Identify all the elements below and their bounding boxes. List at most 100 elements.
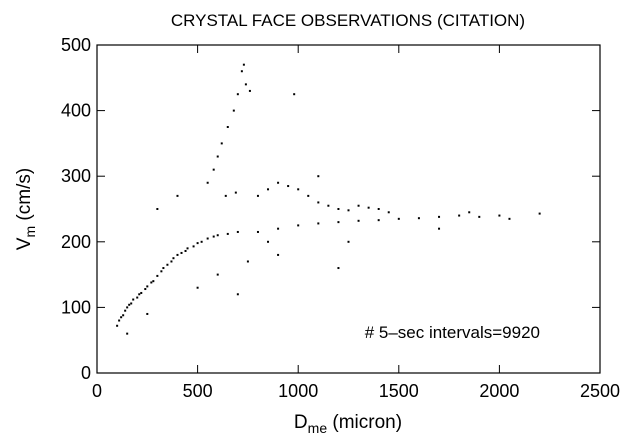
- point: [337, 221, 340, 224]
- point: [242, 63, 245, 66]
- point: [297, 224, 300, 227]
- y-tick-label: 400: [61, 101, 91, 121]
- point: [140, 291, 143, 294]
- point: [236, 293, 239, 296]
- point: [377, 219, 380, 222]
- point: [212, 168, 215, 171]
- point: [130, 302, 133, 305]
- y-label-rest: (cm/s): [14, 168, 35, 226]
- point: [196, 242, 199, 245]
- y-tick-label: 200: [61, 232, 91, 252]
- x-tick-label: 0: [92, 381, 102, 401]
- point: [226, 232, 229, 235]
- point: [293, 93, 296, 96]
- point: [478, 215, 481, 218]
- point: [126, 332, 129, 335]
- point: [417, 217, 420, 220]
- point: [337, 267, 340, 270]
- point: [256, 230, 259, 233]
- point: [236, 93, 239, 96]
- point: [156, 274, 159, 277]
- y-tick-label: 100: [61, 297, 91, 317]
- point: [236, 230, 239, 233]
- point: [216, 155, 219, 158]
- point: [337, 208, 340, 210]
- x-tick-label: 2500: [580, 381, 620, 401]
- point: [206, 181, 209, 184]
- point: [307, 194, 310, 197]
- point: [128, 303, 131, 306]
- point: [438, 215, 441, 218]
- chart-title: CRYSTAL FACE OBSERVATIONS (CITATION): [171, 11, 525, 30]
- point: [277, 181, 280, 184]
- point: [377, 208, 380, 210]
- x-label-sub: me: [308, 420, 328, 435]
- point: [166, 263, 169, 266]
- point: [508, 217, 511, 220]
- point: [184, 249, 187, 252]
- point: [267, 188, 270, 191]
- point: [206, 237, 209, 240]
- point: [146, 312, 149, 315]
- y-label-main: V: [14, 237, 35, 250]
- point: [124, 309, 127, 312]
- point: [122, 314, 125, 317]
- point: [297, 188, 300, 191]
- point: [176, 194, 179, 197]
- point: [277, 253, 280, 256]
- x-tick-label: 2000: [479, 381, 519, 401]
- point: [132, 298, 135, 301]
- point: [347, 240, 350, 243]
- point: [327, 204, 330, 207]
- point: [226, 126, 229, 128]
- x-tick-label: 1000: [278, 381, 318, 401]
- point: [458, 214, 461, 217]
- y-tick-label: 500: [61, 35, 91, 55]
- point: [196, 286, 199, 289]
- point: [224, 194, 227, 197]
- point: [267, 240, 270, 243]
- point: [287, 185, 290, 188]
- x-axis-label: Dme (micron): [294, 412, 402, 435]
- point: [498, 214, 501, 217]
- point: [192, 245, 195, 248]
- y-tick-label: 300: [61, 166, 91, 186]
- point: [136, 296, 139, 299]
- x-tick-label: 1500: [379, 381, 419, 401]
- point: [397, 217, 400, 220]
- point: [317, 175, 320, 178]
- point: [357, 219, 360, 222]
- point: [248, 89, 251, 92]
- point: [200, 240, 203, 243]
- point: [216, 273, 219, 276]
- point: [234, 191, 237, 194]
- annotation: # 5–sec intervals=9920: [365, 323, 540, 342]
- point: [180, 251, 183, 254]
- y-tick-label: 0: [81, 363, 91, 383]
- point: [176, 253, 179, 256]
- point: [216, 234, 219, 237]
- x-label-rest: (micron): [327, 412, 402, 433]
- point: [317, 222, 320, 225]
- point: [538, 212, 541, 215]
- point: [116, 324, 119, 327]
- point: [156, 208, 159, 210]
- point: [244, 83, 247, 86]
- point: [256, 194, 259, 197]
- x-tick-label: 500: [183, 381, 213, 401]
- y-label-sub: m: [22, 226, 38, 238]
- point: [146, 285, 149, 288]
- point: [220, 142, 223, 145]
- point: [367, 206, 370, 209]
- point: [438, 227, 441, 230]
- point: [357, 204, 360, 207]
- point: [212, 235, 215, 238]
- point: [138, 293, 141, 296]
- point: [170, 260, 173, 263]
- point: [126, 306, 129, 309]
- point: [277, 227, 280, 230]
- y-axis-label: Vm (cm/s): [14, 168, 38, 250]
- point: [150, 281, 153, 284]
- point: [144, 288, 147, 291]
